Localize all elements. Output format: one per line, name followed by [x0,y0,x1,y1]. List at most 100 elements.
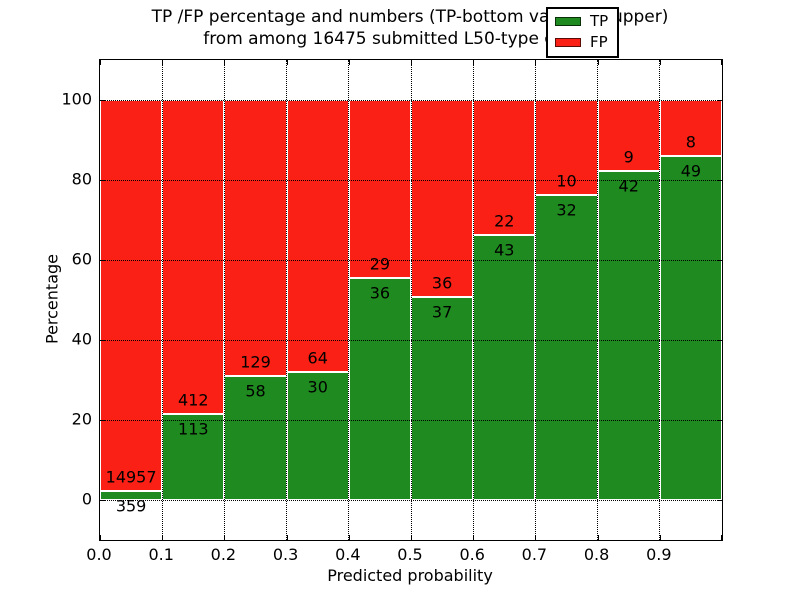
tp-bar [162,413,225,500]
tp-count-label: 359 [115,496,147,516]
legend: TP FP [546,7,620,58]
fp-bar [162,100,225,414]
y-tick-label: 40 [71,329,92,349]
v-gridline [534,60,536,540]
tp-bar [100,490,163,500]
x-tick-label: 0.4 [335,545,361,564]
v-gridline [659,60,661,540]
fp-bar [286,100,349,373]
fp-bar [411,100,474,298]
x-tick-mark [721,60,722,65]
fp-bar [659,100,722,157]
tp-count-label: 32 [556,200,577,220]
legend-entry-tp: TP [555,14,608,29]
x-tick-label: 0.8 [583,545,610,564]
x-tick-mark [473,535,475,540]
tp-count-label: 113 [178,419,209,439]
x-tick-mark [100,535,101,540]
x-tick-mark [348,60,350,65]
x-tick-mark [659,535,661,540]
chart-title: TP /FP percentage and numbers (TP-bottom… [99,6,721,50]
y-tick-label: 20 [71,409,92,429]
x-tick-mark [100,60,101,65]
tp-count-label: 43 [494,240,515,260]
fp-bar [100,100,163,491]
x-tick-label: 0.1 [148,545,174,564]
fp-count-label: 14957 [105,467,157,487]
x-tick-mark [597,60,599,65]
chart-title-line2: from among 16475 submitted L50-type cont… [203,29,617,49]
x-tick-label: 0.9 [646,545,672,564]
x-tick-mark [597,535,599,540]
v-gridline [223,60,225,540]
fp-bar [473,100,536,236]
legend-entry-fp: FP [555,35,608,50]
x-tick-mark [473,60,475,65]
y-tick-label: 80 [71,169,92,189]
x-tick-mark [224,60,226,65]
x-tick-label: 0.6 [459,545,485,564]
chart-title-line1: TP /FP percentage and numbers (TP-bottom… [151,7,669,27]
x-tick-mark [535,60,537,65]
x-tick-mark [224,535,226,540]
fp-count-label: 8 [685,132,696,152]
y-tick-mark [717,340,722,341]
x-tick-mark [286,535,288,540]
tp-count-label: 42 [618,176,639,196]
y-tick-mark [717,420,722,421]
tp-bar [473,235,536,500]
fp-count-label: 412 [178,390,209,410]
fp-bar [224,100,287,376]
tp-count-label: 36 [369,283,391,303]
fp-bar [348,100,411,279]
y-tick-mark [100,340,105,341]
tp-bar [224,375,287,500]
fp-count-label: 129 [240,352,271,372]
x-tick-mark [535,535,537,540]
fp-bar [535,100,598,196]
y-tick-mark [100,260,105,261]
y-tick-mark [717,260,722,261]
y-tick-mark [100,100,105,101]
tp-legend-swatch [555,17,581,26]
x-tick-mark [286,60,288,65]
y-tick-mark [717,180,722,181]
y-tick-label: 60 [71,249,92,269]
tp-legend-label: TP [590,12,609,30]
v-gridline [472,60,474,540]
x-tick-label: 0.7 [521,545,548,564]
tp-bar [597,170,660,500]
x-tick-mark [348,535,350,540]
tp-bar [286,372,349,500]
y-tick-mark [100,180,105,181]
y-tick-mark [100,420,105,421]
fp-legend-swatch [555,38,581,47]
tp-count-label: 37 [431,302,453,322]
plot-area: 14957 359 412 113 129 58 64 30 29 36 36 37 22 43 10 32 9… [99,59,723,541]
y-tick-label: 0 [81,489,92,509]
fp-count-label: 29 [369,254,391,274]
x-tick-mark [162,60,164,65]
y-tick-mark [717,100,722,101]
tp-bar [659,156,722,500]
x-tick-mark [411,60,412,65]
tp-bar [348,278,411,500]
fp-count-label: 36 [431,273,453,293]
x-axis-label: Predicted probability [327,566,493,585]
x-tick-label: 0.2 [210,545,237,564]
y-tick-mark [100,500,105,501]
v-gridline [597,60,599,540]
v-gridline [286,60,288,540]
x-tick-mark [721,535,722,540]
v-gridline [410,60,412,540]
y-tick-label: 100 [61,89,92,109]
tp-bar [411,297,474,500]
x-tick-mark [659,60,661,65]
fp-count-label: 9 [623,147,634,167]
tp-count-label: 30 [307,377,328,397]
fp-legend-label: FP [590,33,608,51]
x-tick-label: 0.0 [86,545,112,564]
tp-count-label: 49 [680,161,702,181]
x-tick-mark [411,535,412,540]
